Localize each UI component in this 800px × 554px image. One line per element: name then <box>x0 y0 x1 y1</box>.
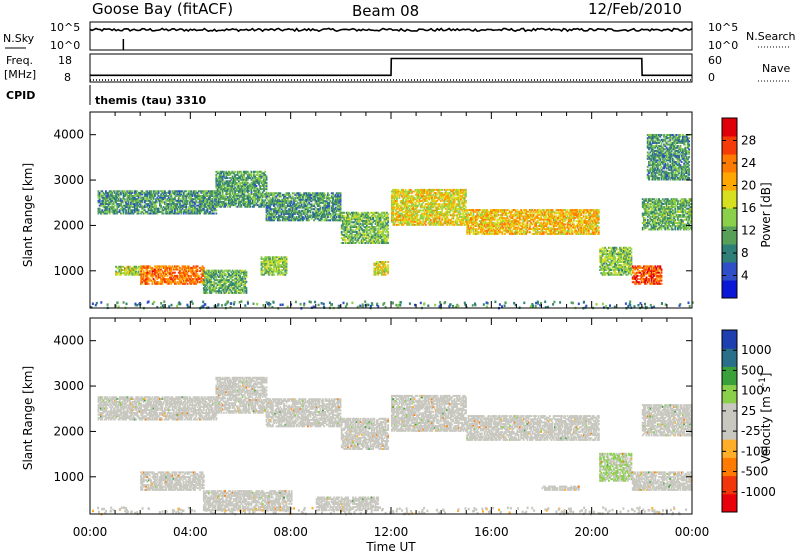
heatmap-cell <box>425 224 427 226</box>
heatmap-cell <box>114 190 116 192</box>
date-title: 12/Feb/2010 <box>588 0 682 18</box>
heatmap-cell <box>347 228 349 230</box>
freq-series-line <box>90 59 692 76</box>
cpid-text: themis (tau) 3310 <box>95 94 207 107</box>
heatmap-cell <box>155 205 157 207</box>
heatmap-cell <box>264 171 266 173</box>
heatmap-cell <box>279 219 281 221</box>
heatmap-cell <box>567 209 569 211</box>
heatmap-cell <box>215 209 217 211</box>
nsky-tick-bottom: 10^0 <box>50 39 80 52</box>
freq-label-1: Freq. <box>6 54 33 67</box>
heatmap-cell <box>387 213 389 215</box>
heatmap-cell <box>256 185 258 187</box>
station-title: Goose Bay (fitACF) <box>92 0 233 18</box>
nsky-tick-top: 10^5 <box>50 21 80 34</box>
heatmap-cell <box>158 190 160 192</box>
heatmap-cell <box>506 215 508 217</box>
heatmap-cell <box>345 239 347 241</box>
cpid-label: CPID <box>6 89 35 102</box>
heatmap-cell <box>498 214 500 216</box>
heatmap-cell <box>441 189 443 191</box>
heatmap-cell <box>125 209 127 211</box>
nave-label: Nave <box>762 62 790 75</box>
heatmap-cell <box>387 228 389 230</box>
heatmap-cell <box>227 177 229 179</box>
heatmap-cell <box>234 171 236 173</box>
heatmap-cell <box>247 182 249 184</box>
heatmap-cell <box>163 213 165 215</box>
heatmap-cell <box>213 213 215 215</box>
heatmap-cell <box>114 205 116 207</box>
nsearch-label: N.Search <box>746 30 796 43</box>
heatmap-cell <box>479 209 481 211</box>
heatmap-cell <box>343 212 345 214</box>
freq-tick-bottom: 8 <box>64 71 71 84</box>
heatmap-cell <box>308 219 310 221</box>
nave-tick-top: 60 <box>708 54 722 67</box>
heatmap-cell <box>465 200 467 202</box>
heatmap-cell <box>215 213 217 215</box>
heatmap-cell <box>292 196 294 198</box>
heatmap-cell <box>439 203 441 205</box>
nsearch-tick-bottom: 10^0 <box>708 39 738 52</box>
heatmap-cell <box>340 192 342 194</box>
heatmap-cell <box>465 189 467 191</box>
power-heatmap <box>90 134 693 310</box>
heatmap-cell <box>430 219 432 221</box>
nsky-label: N.Sky <box>3 32 35 45</box>
heatmap-cell <box>120 213 122 215</box>
heatmap-cell <box>138 209 140 211</box>
nsearch-tick-top: 10^5 <box>708 21 738 34</box>
heatmap-cell <box>417 214 419 216</box>
nsky-panel-frame <box>90 22 692 50</box>
heatmap-cell <box>519 222 521 224</box>
heatmap-cell <box>564 223 566 225</box>
heatmap-cell <box>264 199 266 201</box>
heatmap-cell <box>185 190 187 192</box>
heatmap-cell <box>131 190 133 192</box>
heatmap-cell <box>279 192 281 194</box>
heatmap-cell <box>387 225 389 227</box>
heatmap-cell <box>529 231 531 233</box>
freq-label-2: [MHz] <box>4 68 36 81</box>
heatmap-cell <box>320 205 322 207</box>
heatmap-cell <box>387 217 389 219</box>
heatmap-cell <box>251 171 253 173</box>
heatmap-cell <box>342 242 344 244</box>
nave-tick-bottom: 0 <box>708 71 715 84</box>
heatmap-cell <box>387 242 389 244</box>
heatmap-cell <box>266 176 268 178</box>
heatmap-cell <box>241 171 243 173</box>
heatmap-cell <box>124 198 126 200</box>
heatmap-cell <box>99 208 101 210</box>
heatmap-cell <box>150 190 152 192</box>
heatmap-cell <box>160 205 162 207</box>
heatmap-cell <box>289 194 291 196</box>
heatmap-cell <box>332 192 334 194</box>
heatmap-cell <box>341 231 343 233</box>
freq-tick-top: 18 <box>58 54 72 67</box>
radar-summary-figure: Goose Bay (fitACF) Beam 08 12/Feb/2010 N… <box>0 0 800 554</box>
heatmap-cell <box>387 231 389 233</box>
heatmap-cell <box>266 182 268 184</box>
heatmap-cell <box>465 206 467 208</box>
heatmap-cell <box>169 190 171 192</box>
beam-title: Beam 08 <box>352 2 419 20</box>
heatmap-cell <box>328 194 330 196</box>
nsky-series-line <box>90 28 692 31</box>
